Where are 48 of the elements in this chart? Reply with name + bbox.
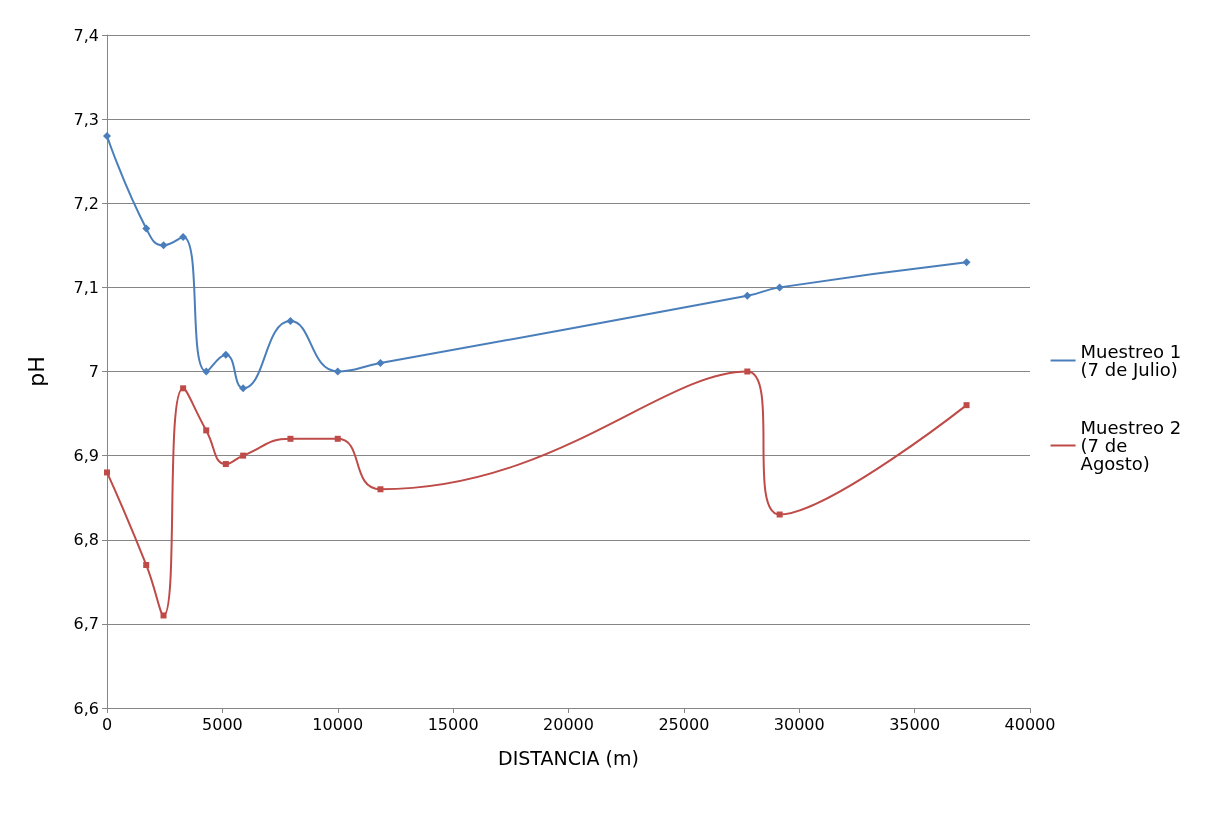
x-tick-label: 20000 bbox=[543, 714, 594, 734]
point bbox=[103, 131, 111, 140]
x-tick-label: 30000 bbox=[773, 714, 825, 734]
x-tick-label: 35000 bbox=[889, 714, 941, 734]
x-tick-label: 40000 bbox=[1004, 714, 1056, 734]
point bbox=[221, 350, 230, 359]
y-tick-label: 6,6 bbox=[73, 698, 99, 718]
point bbox=[963, 402, 970, 409]
point bbox=[222, 461, 229, 468]
point bbox=[202, 367, 211, 376]
point bbox=[203, 427, 210, 434]
point bbox=[776, 511, 783, 518]
y-tick-label: 7 bbox=[88, 362, 99, 381]
point bbox=[159, 241, 168, 250]
y-tick-label: 7,3 bbox=[73, 109, 99, 129]
point bbox=[239, 384, 248, 393]
point bbox=[775, 283, 784, 292]
point bbox=[180, 385, 187, 392]
point bbox=[376, 359, 385, 368]
point bbox=[743, 291, 752, 300]
point bbox=[160, 612, 167, 619]
x-tick-label: 25000 bbox=[658, 714, 710, 734]
point bbox=[962, 258, 971, 267]
y-tick-label: 7,4 bbox=[73, 25, 99, 45]
y-tick-label: 6,7 bbox=[73, 614, 99, 634]
x-axis-title: DISTANCIA (m) bbox=[498, 746, 639, 769]
point bbox=[142, 224, 151, 233]
legend-label: Muestreo 1 (7 de Julio) bbox=[1080, 341, 1187, 380]
point bbox=[240, 452, 247, 459]
y-axis-title: pH bbox=[23, 356, 49, 387]
y-tick-label: 6,8 bbox=[73, 530, 99, 550]
x-tick-label: 10000 bbox=[312, 714, 364, 734]
point bbox=[377, 486, 384, 493]
point bbox=[179, 232, 188, 241]
x-tick-label: 0 bbox=[101, 714, 113, 734]
y-tick-label: 6,9 bbox=[73, 446, 99, 466]
point bbox=[286, 317, 295, 326]
point bbox=[287, 435, 294, 442]
legend-label: Muestreo 2 (7 de Agosto) bbox=[1080, 417, 1187, 474]
point bbox=[143, 561, 150, 568]
point bbox=[744, 368, 751, 375]
x-tick-label: 5000 bbox=[202, 714, 243, 734]
y-tick-label: 7,2 bbox=[73, 193, 99, 213]
y-tick-label: 7,1 bbox=[73, 277, 99, 297]
x-tick-label: 15000 bbox=[427, 714, 479, 734]
point bbox=[104, 469, 110, 476]
point bbox=[334, 435, 341, 442]
point bbox=[333, 367, 342, 376]
